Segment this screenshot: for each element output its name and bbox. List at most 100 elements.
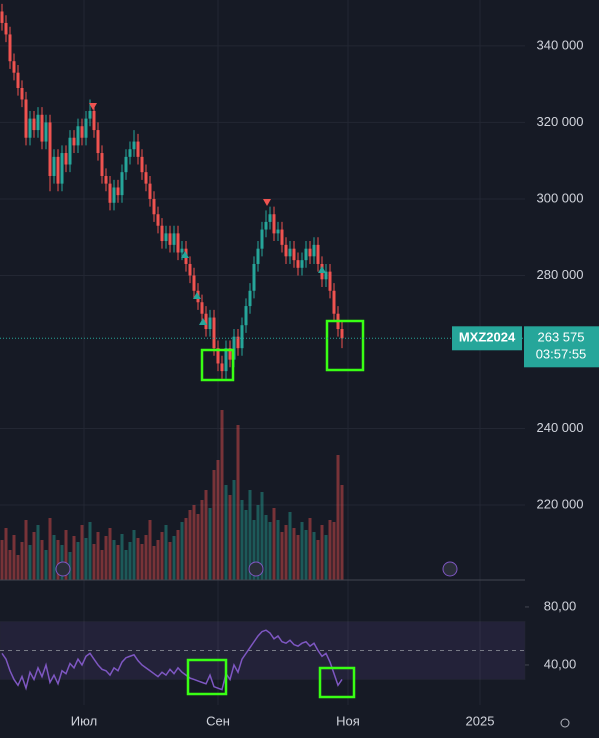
volume-bar [196, 514, 200, 580]
candle-body [36, 114, 40, 131]
candle-body [176, 233, 180, 253]
candle-body [156, 214, 160, 226]
volume-bar [108, 528, 112, 580]
highlight-box [325, 319, 365, 372]
volume-bar [172, 536, 176, 580]
rsi-band [0, 620, 526, 680]
event-icon[interactable] [248, 561, 264, 577]
candle-body [68, 137, 72, 165]
rsi-tick-label: 80,00 [544, 598, 577, 613]
candle-body [256, 248, 260, 264]
volume-bar [36, 525, 40, 580]
volume-bar [232, 480, 236, 580]
candle-body [152, 198, 156, 215]
volume-bar [16, 555, 20, 580]
candle-body [208, 317, 212, 330]
candle-body [104, 175, 108, 184]
candle-body [96, 130, 100, 154]
candle-body [112, 187, 116, 203]
volume-bar [80, 525, 84, 580]
volume-bar [288, 512, 292, 580]
candle-body [40, 114, 44, 142]
volume-bar [184, 518, 188, 580]
candle-body [292, 248, 296, 261]
highlight-box [318, 666, 356, 699]
volume-bar [224, 485, 228, 580]
candle-body [56, 156, 60, 184]
candle-body [164, 233, 168, 242]
y-tick-label: 280 000 [537, 267, 584, 282]
volume-bar [140, 544, 144, 580]
highlight-boxes [186, 319, 365, 699]
candle-body [92, 110, 96, 131]
settings-icon[interactable] [560, 718, 570, 728]
candle-body [168, 233, 172, 245]
volume-bar [260, 492, 264, 580]
volume-bar [308, 518, 312, 580]
volume-bar [244, 510, 248, 580]
candle-body [224, 348, 228, 372]
candle-body [276, 229, 280, 234]
volume-bar [32, 532, 36, 580]
event-icon[interactable] [55, 561, 71, 577]
volume-bar [168, 542, 172, 580]
y-tick-label: 320 000 [537, 114, 584, 129]
volume-bar [280, 532, 284, 580]
volume-bar [216, 460, 220, 580]
volume-bar [52, 535, 56, 580]
volume-bar [204, 490, 208, 580]
volume-bar [276, 520, 280, 580]
candle-body [160, 225, 164, 242]
volume-bar [24, 520, 28, 580]
volume-bar [236, 425, 240, 580]
candle-body [44, 122, 48, 142]
signal-up [193, 292, 201, 299]
price-box [524, 326, 599, 368]
candle-body [232, 336, 236, 360]
candle-body [76, 126, 80, 146]
volume-bar [336, 455, 340, 580]
candle-body [116, 187, 120, 196]
countdown-label: 03:57:55 [536, 347, 587, 362]
symbol-label: MXZ2024 [459, 330, 516, 345]
candle-body [268, 214, 272, 222]
signal-up [181, 251, 189, 258]
volume-bar [252, 520, 256, 580]
volume-bar [120, 534, 124, 580]
volume-bar [320, 525, 324, 580]
volume-bar [92, 544, 96, 580]
candle-body [228, 348, 232, 360]
candle-body [24, 99, 28, 138]
last-price-label: 263 575 [538, 330, 585, 345]
volume-bar [328, 520, 332, 580]
candle-body [108, 183, 112, 203]
volume-bar [256, 505, 260, 580]
candle-body [216, 348, 220, 364]
volume-bar [96, 532, 100, 580]
rsi-tick-label: 40,00 [544, 656, 577, 671]
candle-body [260, 229, 264, 249]
volume-bar [68, 552, 72, 580]
candle-body [32, 118, 36, 131]
candle-body [316, 244, 320, 264]
candle-body [240, 325, 244, 349]
volume-bar [12, 535, 16, 580]
volume-bar [220, 410, 224, 580]
y-tick-label: 240 000 [537, 420, 584, 435]
highlight-box [200, 348, 235, 382]
y-tick-label: 340 000 [537, 37, 584, 52]
candle-body [192, 275, 196, 291]
plot [0, 3, 526, 691]
event-icon[interactable] [442, 561, 458, 577]
candle-body [144, 172, 148, 184]
volume-bar [128, 542, 132, 580]
x-tick-label: Сен [206, 713, 230, 728]
candle-body [136, 141, 140, 157]
volume-bar [296, 535, 300, 580]
volume-bar [304, 530, 308, 580]
volume-bar [272, 508, 276, 580]
x-tick-label: 2025 [466, 713, 495, 728]
volume-bar [0, 540, 4, 580]
